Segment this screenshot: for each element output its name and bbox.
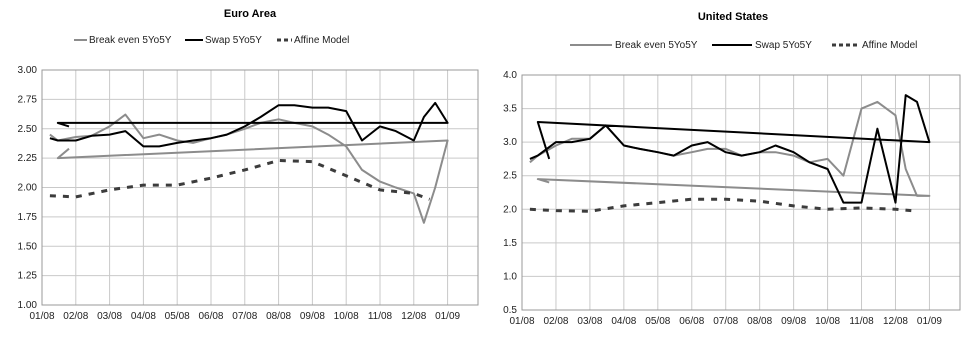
x-tick-label: 04/08 [611, 316, 636, 327]
x-tick-label: 08/08 [747, 316, 772, 327]
x-tick-label: 06/08 [679, 316, 704, 327]
x-tick-label: 10/08 [334, 311, 359, 322]
x-tick-label: 01/08 [29, 311, 54, 322]
x-tick-label: 03/08 [577, 316, 602, 327]
x-tick-label: 01/09 [917, 316, 942, 327]
x-tick-label: 11/08 [849, 316, 874, 327]
x-tick-label: 01/08 [509, 316, 534, 327]
x-tick-label: 09/08 [300, 311, 325, 322]
x-tick-label: 07/08 [232, 311, 257, 322]
chart-title-euro-area: Euro Area [224, 8, 277, 20]
y-tick-label: 1.5 [503, 238, 517, 249]
x-tick-label: 12/08 [401, 311, 426, 322]
plot-frame [521, 74, 961, 311]
y-tick-label: 3.0 [503, 137, 517, 148]
y-tick-label: 2.00 [18, 183, 38, 194]
x-tick-label: 05/08 [165, 311, 190, 322]
series-line-affine-model [49, 159, 431, 201]
legend-label-swap: Swap 5Yo5Y [205, 35, 262, 46]
y-tick-label: 2.5 [503, 171, 517, 182]
y-tick-label: 2.75 [18, 94, 38, 105]
x-tick-label: 03/08 [97, 311, 122, 322]
series-line-break-even-5yo5y [49, 113, 449, 224]
y-tick-label: 3.5 [503, 104, 517, 115]
y-tick-label: 3.00 [18, 65, 38, 76]
x-tick-label: 02/08 [63, 311, 88, 322]
legend-label-affine: Affine Model [862, 40, 917, 51]
plot-frame [41, 69, 479, 306]
legend-right: Break even 5Yo5Y Swap 5Yo5Y Affine Model [570, 40, 917, 51]
plot-euro-area: 3.002.752.502.252.001.751.501.251.0001/0… [18, 65, 479, 322]
x-tick-label: 09/08 [781, 316, 806, 327]
y-tick-label: 1.75 [18, 212, 38, 223]
y-tick-label: 1.50 [18, 241, 38, 252]
chart-title-united-states: United States [698, 11, 768, 23]
y-tick-label: 2.25 [18, 153, 38, 164]
series-line-swap-5yo5y [529, 94, 931, 204]
series-line-swap-5yo5y [49, 101, 449, 148]
x-tick-label: 04/08 [131, 311, 156, 322]
y-tick-label: 2.50 [18, 124, 38, 135]
y-tick-label: 1.0 [503, 271, 517, 282]
legend-left: Break even 5Yo5Y Swap 5Yo5Y Affine Model [74, 35, 349, 46]
y-tick-label: 0.5 [503, 305, 517, 316]
x-tick-label: 10/08 [815, 316, 840, 327]
x-tick-label: 06/08 [198, 311, 223, 322]
legend-label-affine: Affine Model [294, 35, 349, 46]
y-tick-label: 1.00 [18, 300, 38, 311]
y-tick-label: 1.25 [18, 271, 38, 282]
y-tick-label: 4.0 [503, 70, 517, 81]
x-tick-label: 07/08 [713, 316, 738, 327]
legend-label-break-even: Break even 5Yo5Y [89, 35, 172, 46]
x-tick-label: 12/08 [883, 316, 908, 327]
x-tick-label: 08/08 [266, 311, 291, 322]
y-tick-label: 2.0 [503, 204, 517, 215]
x-tick-label: 02/08 [543, 316, 568, 327]
series-line-affine-model [529, 197, 912, 213]
legend-label-break-even: Break even 5Yo5Y [615, 40, 698, 51]
plot-united-states: 4.0 3.5 3.0 2.5 2.0 1.5 1.0 0.501/08 02/08 03/08 0… [503, 70, 961, 327]
x-tick-label: 01/09 [435, 311, 460, 322]
legend-label-swap: Swap 5Yo5Y [755, 40, 812, 51]
x-tick-label: 05/08 [645, 316, 670, 327]
x-tick-label: 11/08 [368, 311, 393, 322]
